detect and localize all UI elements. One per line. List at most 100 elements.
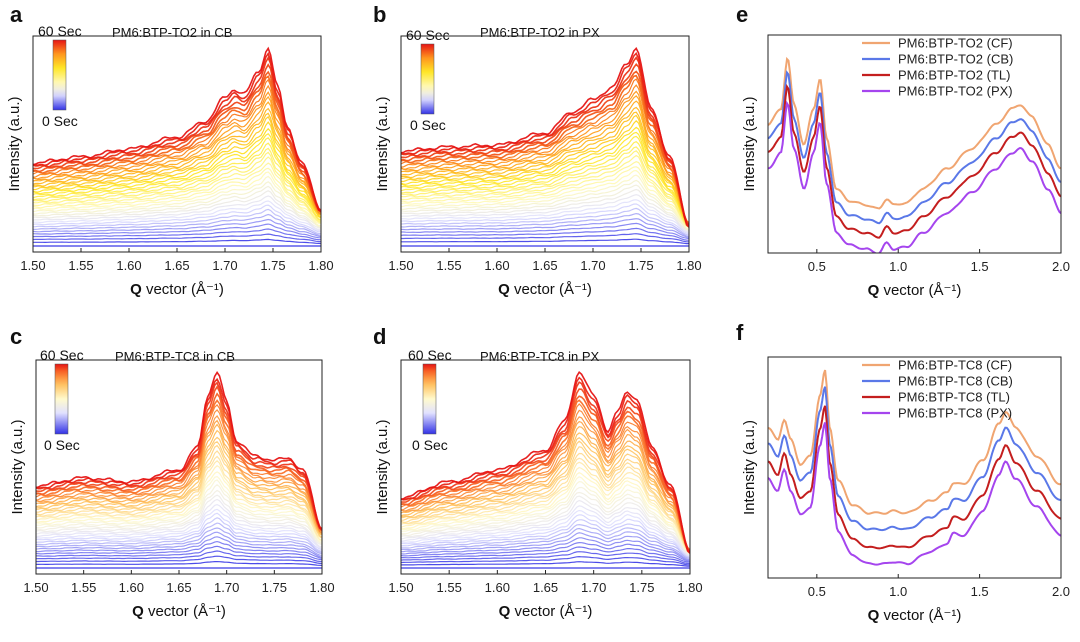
panel-d-curve-21 (401, 466, 690, 553)
panel-e-letter: e (736, 2, 748, 27)
panel-e-curves (768, 56, 1061, 253)
panel-f-xlabel-q: Q (868, 607, 884, 624)
panel-a-xlabel-q: Q (130, 281, 146, 298)
panel-f-xtick-label: 2.0 (1052, 584, 1070, 599)
panel-a-curve-2 (33, 233, 321, 243)
panel-d-curve-22 (401, 461, 690, 552)
panel-c-curve-10 (36, 517, 322, 552)
panel-f-curves (768, 369, 1061, 566)
panel-b-xlabel: Q vector (Å⁻¹) (498, 281, 592, 298)
panel-b-curve-33 (401, 78, 689, 224)
panel-a-curve-14 (33, 175, 321, 226)
panel-b-curve-10 (401, 194, 689, 233)
panel-b-curve-1 (401, 238, 689, 245)
panel-c-curve-8 (36, 527, 322, 554)
panel-a-curve-26 (33, 115, 321, 216)
panel-c-curve-15 (36, 494, 322, 545)
panel-b-xtick-label: 1.70 (580, 258, 605, 273)
panel-e-xlabel: Q vector (Å⁻¹) (868, 282, 962, 299)
panel-a-xtick-label: 1.70 (212, 258, 237, 273)
panel-e-xtick-label: 1.5 (971, 259, 989, 274)
panel-a-colorbar-top-label: 60 Sec (38, 23, 82, 39)
panel-b-xtick-label: 1.75 (628, 258, 653, 273)
panel-a-curve-39 (33, 46, 321, 212)
panel-b-curve-22 (401, 135, 689, 225)
panel-b-curve-4 (401, 222, 689, 240)
panel-e-series-2 (768, 83, 1061, 239)
panel-b-curve-13 (401, 179, 689, 231)
panel-a-colorbar (52, 39, 67, 111)
panel-c-xtick-label: 1.55 (71, 580, 96, 595)
panel-b: b 60 Sec 0 Sec PM6:BTP-TO2 in PX 1.50 1.55 1.6… (373, 2, 702, 298)
panel-d-curve-39 (401, 370, 690, 554)
panel-c-ylabel: Intensity (a.u.) (9, 419, 26, 514)
panel-c-curve-39 (36, 371, 322, 531)
panel-a-xtick-label: 1.65 (164, 258, 189, 273)
panel-a-curve-15 (33, 171, 321, 225)
panel-c-curve-1 (36, 561, 322, 566)
panel-c-curve-12 (36, 508, 322, 550)
panel-d-curve-34 (401, 399, 690, 551)
panel-b-curve-16 (401, 166, 689, 228)
panel-d-curve-6 (401, 537, 690, 562)
panel-d-curve-9 (401, 523, 690, 559)
panel-d-curve-19 (401, 476, 690, 553)
panel-f-xlabel: Q vector (Å⁻¹) (868, 607, 962, 624)
panel-f-legend-label-3: PM6:BTP-TC8 (PX) (898, 406, 1012, 421)
panel-d-colorbar-top-label: 60 Sec (408, 347, 452, 363)
panel-c-colorbar-bottom-label: 0 Sec (44, 437, 80, 453)
panel-b-letter: b (373, 2, 386, 27)
panel-b-curve-14 (401, 174, 689, 230)
panel-f-series-0 (768, 369, 1061, 515)
panel-a-curve-24 (33, 127, 321, 219)
panel-b-curve-31 (401, 90, 689, 226)
panel-e-legend-label-2: PM6:BTP-TO2 (TL) (898, 68, 1010, 83)
panel-c-xtick-label: 1.50 (23, 580, 48, 595)
panel-b-curve-17 (401, 161, 689, 228)
panel-d-xlabel-unit: vector (Å⁻¹) (514, 603, 592, 620)
panel-c-curve-32 (36, 408, 322, 534)
panel-c-xtick-label: 1.70 (214, 580, 239, 595)
panel-b-curve-39 (401, 47, 689, 228)
panel-c-curve-19 (36, 475, 322, 542)
panel-c-curve-14 (36, 498, 322, 547)
panel-a-curve-31 (33, 91, 321, 215)
panel-f-series-3 (768, 422, 1061, 566)
panel-a-curve-17 (33, 162, 321, 224)
panel-e-series-1 (768, 70, 1061, 225)
panel-b-curve-6 (401, 212, 689, 238)
panel-b-curves (401, 47, 689, 247)
panel-c-colorbar-top-label: 60 Sec (40, 347, 84, 363)
panel-e-frame (767, 34, 1062, 254)
panel-b-curve-28 (401, 106, 689, 225)
panel-f-xtick-label: 1.5 (971, 584, 989, 599)
panel-f-ylabel: Intensity (a.u.) (741, 420, 758, 515)
panel-d-xtick-label: 1.80 (677, 580, 702, 595)
panel-d-curve-32 (401, 409, 690, 553)
panel-a-ylabel: Intensity (a.u.) (6, 96, 23, 191)
panel-c-curve-26 (36, 441, 322, 536)
panel-d: d 60 Sec 0 Sec PM6:BTP-TC8 in PX 1.50 1.55 1.6… (373, 324, 703, 620)
panel-a-curve-13 (33, 181, 321, 228)
panel-d-curve-2 (401, 555, 690, 566)
panel-c-curve-3 (36, 550, 322, 563)
panel-a-curve-27 (33, 112, 321, 216)
panel-d-curve-7 (401, 532, 690, 561)
panel-d-letter: d (373, 324, 386, 349)
panel-a-curve-28 (33, 107, 321, 216)
panel-a-curve-18 (33, 156, 321, 223)
panel-a: a 60 Sec 0 Sec PM6:BTP-TO2 in CB 1.50 1.55 1.6… (6, 2, 334, 298)
panel-c-xtick-label: 1.80 (309, 580, 334, 595)
panel-c-xtick-label: 1.65 (166, 580, 191, 595)
panel-d-curve-11 (401, 514, 690, 557)
panel-a-xlabel: Q vector (Å⁻¹) (130, 281, 224, 298)
panel-c-curve-6 (36, 536, 322, 558)
panel-a-curve-12 (33, 185, 321, 229)
panel-b-curve-29 (401, 100, 689, 225)
panel-d-colorbar-bottom-label: 0 Sec (412, 437, 448, 453)
panel-d-curve-16 (401, 491, 690, 555)
panel-b-curve-8 (401, 203, 689, 234)
panel-d-xtick-label: 1.55 (437, 580, 462, 595)
panel-d-xlabel-q: Q (499, 603, 515, 620)
